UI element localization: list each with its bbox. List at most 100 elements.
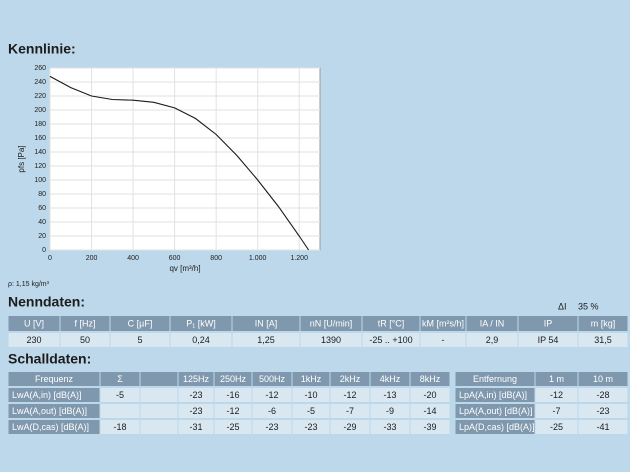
header-text: 10 m [593, 374, 613, 384]
cell-text: -16 [226, 390, 239, 400]
header-cell [232, 316, 300, 331]
header-cell [330, 372, 370, 386]
data-cell [100, 404, 140, 418]
y-tick-label: 180 [34, 121, 46, 128]
plot-area [49, 67, 321, 251]
y-tick-label: 80 [38, 191, 46, 198]
cell-text: 5 [137, 335, 142, 345]
header-cell [578, 316, 628, 331]
data-cell [140, 388, 178, 402]
cell-text: -5 [116, 390, 124, 400]
header-cell [214, 372, 252, 386]
header-cell [455, 420, 535, 434]
cell-text: 2,9 [486, 335, 499, 345]
header-cell [8, 420, 100, 434]
header-text: f [Hz] [74, 318, 95, 328]
cell-text: -7 [552, 406, 560, 416]
y-tick-label: 40 [38, 219, 46, 226]
data-cell [362, 333, 420, 347]
header-cell [362, 316, 420, 331]
header-cell [300, 316, 362, 331]
header-cell [178, 372, 214, 386]
data-cell [410, 404, 450, 418]
data-cell [214, 420, 252, 434]
data-cell [292, 420, 330, 434]
section-title: Schalldaten: [8, 351, 91, 367]
data-cell [535, 388, 578, 402]
header-text: Entfernung [473, 374, 517, 384]
cell-text: -5 [307, 406, 315, 416]
y-tick-label: 160 [34, 135, 46, 142]
header-text: IP [544, 318, 553, 328]
data-cell [578, 388, 628, 402]
cell-text: -12 [226, 406, 239, 416]
y-axis-label: pfs [Pa] [17, 145, 26, 172]
section-title: Kennlinie: [8, 41, 76, 57]
cell-text: -6 [268, 406, 276, 416]
x-tick-label: 600 [169, 255, 181, 262]
data-cell [170, 333, 232, 347]
data-cell [100, 388, 140, 402]
data-cell [410, 420, 450, 434]
data-cell [535, 420, 578, 434]
header-text: Frequenz [35, 374, 74, 384]
data-cell [578, 420, 628, 434]
cell-text: -12 [343, 390, 356, 400]
data-cell [330, 404, 370, 418]
cell-text: -23 [189, 390, 202, 400]
cell-text: -13 [383, 390, 396, 400]
cell-text: -18 [113, 422, 126, 432]
data-cell [140, 404, 178, 418]
delta-value: 35 % [578, 301, 599, 311]
data-cell [420, 333, 466, 347]
header-cell [370, 372, 410, 386]
data-cell [535, 404, 578, 418]
header-text: nN [U/min] [310, 318, 353, 328]
y-tick-label: 60 [38, 205, 46, 212]
x-tick-label: 1.000 [249, 255, 267, 262]
header-cell [292, 372, 330, 386]
header-cell [578, 372, 628, 386]
cell-text: 1,25 [257, 335, 275, 345]
header-cell [8, 372, 100, 386]
header-text: 500Hz [259, 374, 286, 384]
header-text: IA / IN [480, 318, 505, 328]
data-cell [300, 333, 362, 347]
header-text: 8kHz [420, 374, 441, 384]
delta-label: ΔI [558, 301, 567, 311]
y-tick-label: 260 [34, 65, 46, 72]
y-tick-label: 100 [34, 177, 46, 184]
data-cell [370, 388, 410, 402]
cell-text: -33 [383, 422, 396, 432]
cell-text: -7 [346, 406, 354, 416]
header-text: LpA(A,in) [dB(A)] [459, 390, 527, 400]
cell-text: -10 [304, 390, 317, 400]
cell-text: -14 [423, 406, 436, 416]
header-text: LwA(A,out) [dB(A)] [12, 406, 87, 416]
header-text: 250Hz [220, 374, 247, 384]
header-text: LwA(D,cas) [dB(A)] [12, 422, 89, 432]
data-cell [100, 420, 140, 434]
cell-text: -28 [596, 390, 609, 400]
data-cell [8, 333, 60, 347]
data-cell [214, 404, 252, 418]
cell-text: 0,24 [192, 335, 210, 345]
cell-text: 230 [26, 335, 41, 345]
data-cell [60, 333, 110, 347]
cell-text: -25 [550, 422, 563, 432]
y-tick-label: 220 [34, 93, 46, 100]
header-cell [100, 372, 140, 386]
header-cell [410, 372, 450, 386]
data-cell [214, 388, 252, 402]
header-text: 2kHz [340, 374, 361, 384]
y-tick-label: 140 [34, 149, 46, 156]
cell-text: 1390 [321, 335, 341, 345]
header-text: tR [°C] [378, 318, 405, 328]
header-cell [140, 372, 178, 386]
cell-text: -39 [423, 422, 436, 432]
header-text: 4kHz [380, 374, 401, 384]
y-tick-label: 20 [38, 233, 46, 240]
data-cell [178, 404, 214, 418]
header-text: 1kHz [301, 374, 322, 384]
